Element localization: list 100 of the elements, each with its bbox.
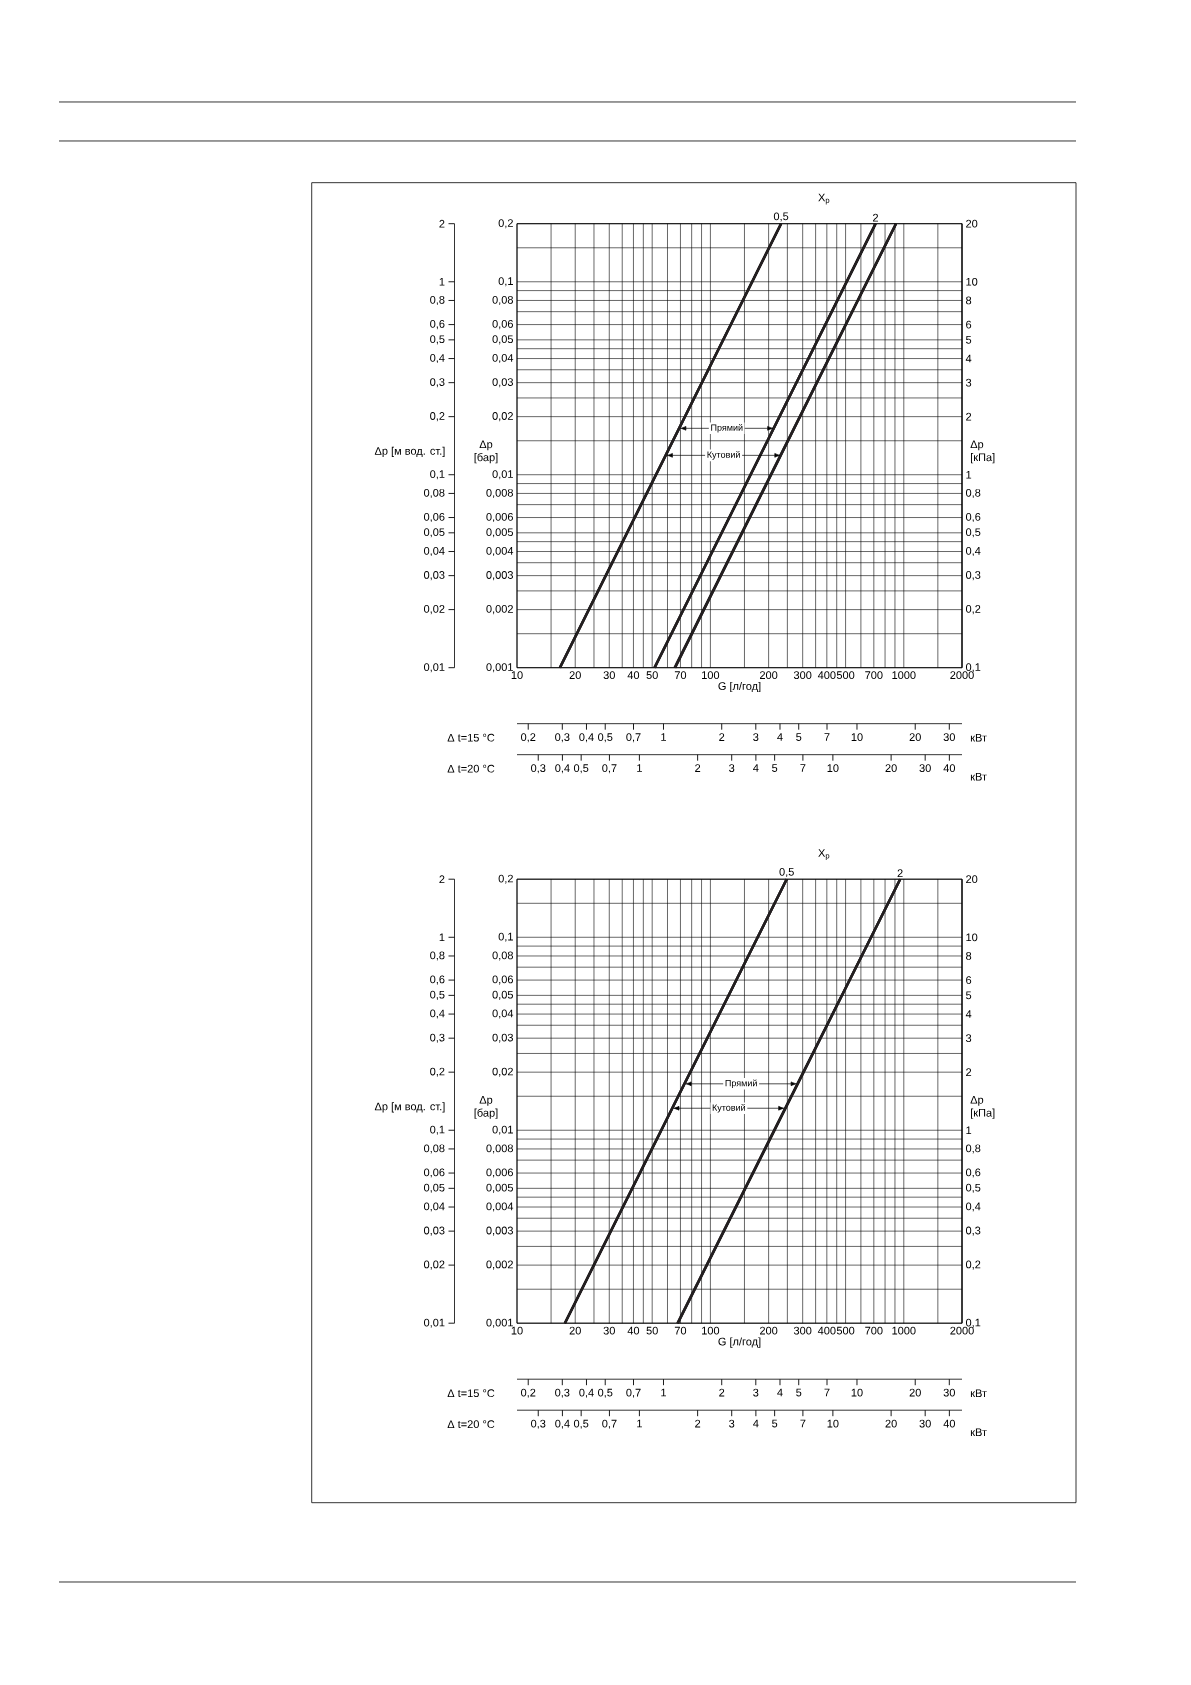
x-tick-label: 4 <box>753 1419 759 1428</box>
x-tick-label: 50 <box>646 671 658 680</box>
x-tick-label: 5 <box>772 764 778 772</box>
x-tick-label: 0,7 <box>626 733 641 743</box>
y-tick-label: 0,6 <box>430 320 445 330</box>
x-tick-label: 70 <box>674 671 687 680</box>
x-tick-label: 200 <box>759 1326 778 1335</box>
x-tick-label: 3 <box>729 1419 735 1428</box>
y-tick-label: 0,05 <box>423 1183 445 1193</box>
annotation: Прямий <box>711 424 743 433</box>
y-tick-label: 4 <box>965 354 972 363</box>
annotation: Прямий <box>725 1079 757 1089</box>
y-tick-label: 0,08 <box>423 488 445 498</box>
x-tick-label: 20 <box>909 733 921 742</box>
text: кВт <box>970 772 987 781</box>
y-tick-label: 0,002 <box>486 605 513 615</box>
y-tick-label: 0,6 <box>965 1168 981 1178</box>
text: кВт <box>970 733 987 742</box>
y-tick-label: 0,2 <box>498 874 513 884</box>
series-label: 2 <box>873 213 879 222</box>
y-tick-label: 0,03 <box>423 1226 445 1236</box>
x-tick-label: 0,5 <box>598 1388 613 1398</box>
series-label: 0,5 <box>779 867 794 877</box>
y-tick-label: 0,8 <box>430 295 445 306</box>
y-tick-label: 0,3 <box>965 571 981 581</box>
x-tick-label: 2000 <box>950 1326 974 1335</box>
y-tick-label: 0,04 <box>423 546 445 557</box>
x-tick-label: 0,4 <box>579 733 594 743</box>
x-tick-label: 0,5 <box>573 764 589 774</box>
y-tick-label: 0,5 <box>430 990 445 1000</box>
y-tick-label: 0,008 <box>486 1144 513 1154</box>
x-tick-label: 2000 <box>950 671 974 680</box>
y-tick-label: 5 <box>965 991 972 1000</box>
y-tick-label: 0,5 <box>430 335 445 345</box>
x-tick-label: 2 <box>719 1388 725 1397</box>
x-tick-label: 30 <box>919 1419 931 1428</box>
y-tick-label: 0,04 <box>492 1009 514 1019</box>
x-tick-label: 3 <box>753 1388 759 1397</box>
y-tick-label: 8 <box>966 952 972 960</box>
y-tick-label: 0,1 <box>498 277 513 287</box>
y-tick-label: 0,01 <box>423 1318 445 1328</box>
x-tick-label: 0,7 <box>602 1419 617 1429</box>
x-tick-label: 0,7 <box>626 1388 641 1398</box>
x-tick-label: 500 <box>836 1326 855 1335</box>
y-tick-label: 0,04 <box>492 354 514 364</box>
x-tick-label: 0,2 <box>521 1388 536 1398</box>
y-tick-label: 0,08 <box>492 295 513 306</box>
y-tick-label: 0,4 <box>430 354 445 364</box>
y-tick-label: 0,4 <box>430 1009 445 1019</box>
y-tick-label: 0,8 <box>965 488 981 498</box>
y-axis-title: Δp [м вод. ст.] <box>374 1102 445 1113</box>
y-tick-label: 0,003 <box>486 571 513 581</box>
y-tick-label: 0,1 <box>498 932 513 942</box>
x-axis-title: Δ t=20 °C <box>447 764 495 773</box>
x-tick-label: 200 <box>759 671 778 680</box>
x-tick-label: 1 <box>637 1419 642 1428</box>
y-tick-label: 0,005 <box>486 528 513 538</box>
x-tick-label: 2 <box>695 764 701 772</box>
y-tick-label: 4 <box>965 1010 972 1018</box>
y-tick-label: 1 <box>966 470 972 479</box>
y-tick-label: 0,03 <box>492 1033 513 1043</box>
y-tick-label: 0,05 <box>492 990 513 1000</box>
y-tick-label: 0,03 <box>423 571 445 581</box>
y-tick-label: 0,4 <box>965 1202 981 1212</box>
x-tick-label: 40 <box>627 671 640 680</box>
x-tick-label: 4 <box>777 733 783 741</box>
y-tick-label: 0,005 <box>486 1183 513 1193</box>
y-tick-label: 0,5 <box>965 1183 981 1193</box>
y-tick-label: 6 <box>966 976 972 984</box>
x-tick-label: 400 <box>817 1326 836 1335</box>
y-tick-label: 0,02 <box>423 1260 445 1270</box>
y-tick-label: 1 <box>439 933 445 942</box>
x-tick-label: 1 <box>661 733 667 741</box>
x-tick-label: 40 <box>943 1419 956 1428</box>
y-tick-label: 1 <box>966 1126 972 1135</box>
y-tick-label: 0,08 <box>492 951 513 961</box>
x-tick-label: 500 <box>836 671 855 680</box>
x-tick-label: 0,3 <box>531 764 546 774</box>
y-tick-label: 0,01 <box>492 1125 513 1135</box>
y-tick-label: 0,06 <box>423 1168 445 1178</box>
y-tick-label: 0,01 <box>492 470 513 480</box>
x-tick-label: 100 <box>702 1326 720 1335</box>
x-tick-label: 100 <box>702 671 720 680</box>
series-label: 2 <box>897 869 903 877</box>
y-tick-label: 2 <box>966 1068 972 1076</box>
y-tick-label: 0,004 <box>486 546 514 557</box>
x-tick-label: 0,3 <box>555 733 570 743</box>
y-tick-label: 0,2 <box>965 1260 981 1270</box>
x-tick-label: 20 <box>885 764 897 773</box>
x-tick-label: 0,4 <box>555 764 570 774</box>
x-axis-title: G [л/год] <box>718 681 761 693</box>
x-tick-label: 30 <box>943 733 955 742</box>
x-tick-label: 7 <box>800 764 806 772</box>
x-tick-label: 7 <box>824 733 830 741</box>
y-tick-label: 6 <box>966 320 972 329</box>
x-tick-label: 10 <box>851 733 863 742</box>
x-tick-label: 20 <box>569 1326 581 1335</box>
text: кВт <box>970 1428 987 1436</box>
text: кВт <box>970 1389 987 1397</box>
annotation: Кутовий <box>707 451 740 460</box>
